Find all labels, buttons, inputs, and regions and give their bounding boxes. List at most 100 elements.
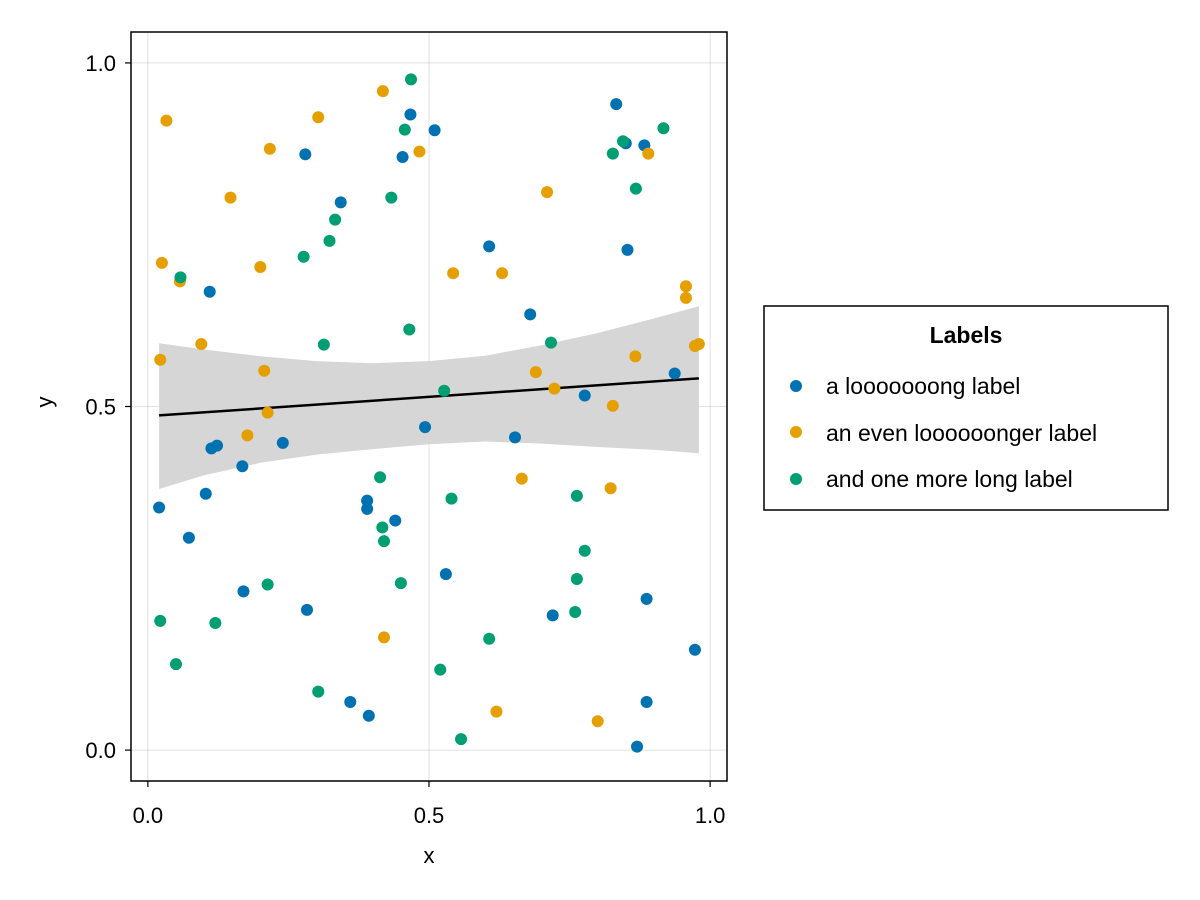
- data-point-series-2: [629, 350, 642, 363]
- data-point-series-2: [261, 406, 274, 419]
- data-point-series-3: [261, 578, 274, 591]
- data-point-series-2: [548, 382, 561, 395]
- data-point-series-3: [329, 213, 342, 226]
- data-point-series-1: [396, 151, 409, 164]
- data-point-series-1: [640, 695, 653, 708]
- data-point-series-2: [692, 337, 705, 350]
- data-point-series-2: [604, 482, 617, 495]
- data-point-series-1: [344, 695, 357, 708]
- data-point-series-1: [299, 148, 312, 161]
- data-point-series-3: [297, 250, 310, 263]
- data-point-series-2: [195, 337, 208, 350]
- y-tick-label: 1.0: [85, 51, 116, 76]
- data-point-series-2: [413, 145, 426, 158]
- data-point-series-3: [376, 521, 389, 534]
- data-point-series-2: [515, 472, 528, 485]
- data-point-series-1: [439, 568, 452, 581]
- legend-title: Labels: [930, 322, 1003, 348]
- data-point-series-1: [578, 389, 591, 402]
- data-point-series-3: [209, 616, 222, 629]
- data-point-series-2: [496, 267, 509, 280]
- data-point-series-2: [258, 364, 271, 377]
- data-point-series-1: [276, 436, 289, 449]
- data-point-series-2: [241, 429, 254, 442]
- data-point-series-1: [182, 531, 195, 544]
- data-point-series-1: [203, 285, 216, 298]
- regression-line: [159, 377, 699, 417]
- data-point-series-2: [160, 114, 173, 127]
- data-point-series-3: [317, 338, 330, 351]
- data-point-series-1: [361, 502, 374, 515]
- data-point-series-2: [591, 715, 604, 728]
- data-point-series-3: [385, 191, 398, 204]
- x-axis-label: x: [424, 843, 435, 868]
- y-tick-label: 0.0: [85, 738, 116, 763]
- data-point-series-3: [398, 123, 411, 136]
- data-point-series-1: [334, 196, 347, 209]
- legend-label: a looooooong label: [826, 373, 1020, 399]
- data-point-series-3: [438, 384, 451, 397]
- data-point-series-1: [631, 740, 644, 753]
- data-point-series-3: [629, 182, 642, 195]
- data-point-series-2: [679, 291, 692, 304]
- data-point-series-3: [434, 663, 447, 676]
- data-point-series-3: [570, 489, 583, 502]
- data-point-series-3: [578, 544, 591, 557]
- data-point-series-3: [657, 122, 670, 135]
- data-point-series-2: [606, 399, 619, 412]
- data-point-series-3: [394, 577, 407, 590]
- data-point-series-1: [199, 487, 212, 500]
- data-point-series-2: [541, 186, 554, 199]
- data-point-series-1: [428, 124, 441, 137]
- data-point-series-3: [483, 632, 496, 645]
- data-point-series-3: [405, 73, 418, 86]
- y-tick-labels: 0.0 0.5 1.0: [85, 51, 116, 763]
- data-point-series-2: [155, 256, 168, 269]
- data-point-series-2: [378, 631, 391, 644]
- data-point-series-1: [621, 243, 634, 256]
- data-point-series-3: [616, 135, 629, 148]
- data-point-series-1: [610, 98, 623, 111]
- legend-marker: [790, 473, 802, 485]
- data-point-series-3: [169, 658, 182, 671]
- data-point-series-1: [546, 609, 559, 622]
- data-point-series-2: [312, 111, 325, 124]
- data-point-series-1: [688, 643, 701, 656]
- x-tick-labels: 0.0 0.5 1.0: [133, 803, 726, 828]
- data-point-series-1: [361, 494, 374, 507]
- data-point-series-3: [323, 234, 336, 247]
- legend-label: and one more long label: [826, 466, 1073, 492]
- y-tick-label: 0.5: [85, 395, 116, 420]
- data-point-series-1: [419, 421, 432, 434]
- data-point-series-1: [389, 514, 402, 527]
- fit-line: [159, 377, 699, 417]
- x-tick-label: 0.0: [133, 803, 164, 828]
- data-point-series-2: [376, 85, 389, 98]
- data-point-series-1: [404, 108, 417, 121]
- x-tick-label: 0.5: [414, 803, 445, 828]
- data-point-series-1: [237, 585, 250, 598]
- data-point-series-3: [569, 605, 582, 618]
- data-point-series-1: [483, 240, 496, 253]
- data-point-series-3: [378, 535, 391, 548]
- data-point-series-2: [529, 366, 542, 379]
- legend-marker: [790, 426, 802, 438]
- data-points: [153, 73, 705, 753]
- data-point-series-3: [312, 685, 325, 698]
- legend-label: an even loooooonger label: [826, 420, 1097, 446]
- data-point-series-1: [362, 709, 375, 722]
- data-point-series-2: [490, 705, 503, 718]
- data-point-series-1: [236, 460, 249, 473]
- data-point-series-1: [211, 439, 224, 452]
- data-point-series-1: [509, 431, 522, 444]
- data-point-series-1: [300, 603, 313, 616]
- data-point-series-3: [570, 572, 583, 585]
- data-point-series-2: [447, 267, 460, 280]
- data-point-series-2: [642, 147, 655, 160]
- data-point-series-3: [174, 271, 187, 284]
- data-point-series-2: [254, 261, 267, 274]
- legend: Labels a looooooong label an even looooo…: [763, 305, 1169, 511]
- data-point-series-1: [668, 367, 681, 380]
- y-axis-label: y: [32, 397, 57, 408]
- x-tick-label: 1.0: [695, 803, 726, 828]
